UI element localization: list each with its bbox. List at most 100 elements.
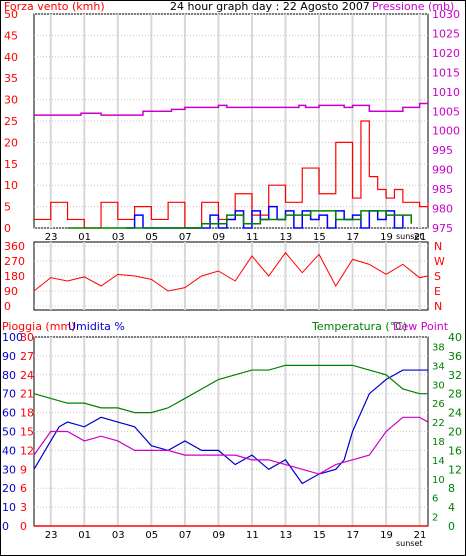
pressure-y-tick-label: 1010 <box>432 86 460 99</box>
temperature-y-tick-label: 12 <box>448 463 462 476</box>
temperature-y-tick-label: 24 <box>448 407 462 420</box>
temperature-y-tick-label-alt: 30 <box>432 380 445 391</box>
pressure-y-tick-label: 980 <box>432 203 453 216</box>
temperature-y-tick-label-alt: 6 <box>432 494 438 505</box>
pressure-y-tick-label: 1030 <box>432 8 460 21</box>
temp-x-tick-label: 21 <box>414 530 427 541</box>
humidity-y-tick-label: 100 <box>2 331 23 344</box>
direction-compass-label: W <box>434 255 445 268</box>
rain-axis-title: Pioggia (mm) <box>2 320 75 333</box>
temp-x-tick-label: 07 <box>179 530 192 541</box>
wind-y-tick-label: 40 <box>4 51 18 64</box>
humidity-y-tick-label: 70 <box>2 388 16 401</box>
humidity-y-tick-label: 60 <box>2 407 16 420</box>
wind-y-tick-label: 35 <box>4 72 18 85</box>
wind-y-tick-label: 5 <box>4 201 11 214</box>
temp-x-tick-label: 13 <box>279 530 292 541</box>
temp-x-tick-label: 19 <box>380 530 393 541</box>
direction-y-tick-label: 360 <box>4 240 25 253</box>
wind-y-tick-label: 45 <box>4 29 18 42</box>
temperature-y-tick-label-alt: 22 <box>432 418 445 429</box>
direction-y-tick-label: 270 <box>4 255 25 268</box>
pressure-line <box>34 102 428 116</box>
direction-compass-label: N <box>434 240 442 253</box>
wind-y-tick-label: 30 <box>4 94 18 107</box>
temperature-y-tick-label-alt: 18 <box>432 437 445 448</box>
temperature-y-tick-label-alt: 38 <box>432 342 445 353</box>
temperature-y-tick-label: 40 <box>448 331 462 344</box>
wind-x-tick-label: 03 <box>112 232 125 243</box>
humidity-y-tick-label: 20 <box>2 482 16 495</box>
humidity-y-tick-label: 30 <box>2 463 16 476</box>
temperature-y-tick-label-alt: 2 <box>432 513 438 524</box>
humidity-y-tick-label: 0 <box>2 520 9 533</box>
temperature-line <box>33 364 428 414</box>
temperature-y-tick-label: 20 <box>448 426 462 439</box>
temperature-y-tick-label-alt: 10 <box>432 475 445 486</box>
temperature-y-tick-label: 4 <box>448 501 455 514</box>
temperature-y-tick-label: 16 <box>448 444 462 457</box>
pressure-y-tick-label: 995 <box>432 144 453 157</box>
direction-y-tick-label: 90 <box>4 285 18 298</box>
direction-y-tick-label: 0 <box>4 300 11 313</box>
rain-y-tick-label: 30 <box>20 331 34 344</box>
direction-plot-frame <box>33 241 429 311</box>
rain-y-tick-label: 0 <box>20 520 27 533</box>
wind-x-tick-label: 07 <box>179 232 192 243</box>
humidity-line <box>33 369 428 485</box>
pressure-y-tick-label: 990 <box>432 164 453 177</box>
sunset-label-1: sunset <box>396 232 423 241</box>
direction-compass-label: N <box>434 300 442 313</box>
rain-y-tick-label: 12 <box>20 444 34 457</box>
chart-title: 24 hour graph day : 22 Agosto 2007 <box>170 0 370 13</box>
pressure-y-tick-label: 1015 <box>432 66 460 79</box>
temp-x-tick-label: 11 <box>246 530 259 541</box>
pressure-y-tick-label: 1025 <box>432 27 460 40</box>
temperature-y-tick-label: 28 <box>448 388 462 401</box>
direction-y-tick-label: 180 <box>4 270 25 283</box>
wind-x-tick-label: 23 <box>45 232 58 243</box>
direction-compass-label: E <box>434 285 441 298</box>
temperature-y-tick-label-alt: 26 <box>432 399 445 410</box>
wind-x-tick-label: 21 <box>414 232 427 243</box>
dewpoint-axis-title: Dew Point <box>393 320 449 333</box>
humidity-y-tick-label: 50 <box>2 426 16 439</box>
rain-y-tick-label: 24 <box>20 369 34 382</box>
pressure-axis-title: Pressione (mb) <box>372 0 454 13</box>
wind-y-tick-label: 50 <box>4 8 18 21</box>
temp-plot-frame <box>33 336 429 527</box>
rain-y-tick-label: 27 <box>20 350 34 363</box>
rain-y-tick-label: 18 <box>20 407 34 420</box>
rain-y-tick-label: 9 <box>20 463 27 476</box>
direction-compass-label: S <box>434 270 441 283</box>
wind-y-tick-label: 20 <box>4 136 18 149</box>
humidity-y-tick-label: 90 <box>2 350 16 363</box>
temperature-y-tick-label: 36 <box>448 350 462 363</box>
humidity-y-tick-label: 40 <box>2 444 16 457</box>
wind-gust-line <box>126 205 404 229</box>
wind-y-tick-label: 10 <box>4 179 18 192</box>
sunset-label-3: sunset <box>396 539 423 548</box>
humidity-y-tick-label: 10 <box>2 501 16 514</box>
pressure-y-tick-label: 1020 <box>432 47 460 60</box>
temperature-axis-title: Temperatura (°C) <box>311 320 407 333</box>
wind-x-tick-label: 15 <box>313 232 326 243</box>
wind-direction-line <box>33 251 429 292</box>
humidity-y-tick-label: 80 <box>2 369 16 382</box>
wind-x-tick-label: 09 <box>212 232 225 243</box>
temperature-y-tick-label: 0 <box>448 520 455 533</box>
temperature-y-tick-label: 32 <box>448 369 462 382</box>
wind-x-tick-label: 05 <box>145 232 158 243</box>
rain-y-tick-label: 15 <box>20 426 34 439</box>
wind-avg-line <box>67 210 412 229</box>
temp-x-tick-label: 15 <box>313 530 326 541</box>
rain-y-tick-label: 6 <box>20 482 27 495</box>
temperature-y-tick-label-alt: 14 <box>432 456 445 467</box>
temp-x-tick-label: 23 <box>45 530 58 541</box>
dewpoint-line <box>33 416 429 475</box>
wind-y-tick-label: 15 <box>4 158 18 171</box>
wind-y-tick-label: 0 <box>4 222 11 235</box>
temp-x-tick-label: 05 <box>145 530 158 541</box>
